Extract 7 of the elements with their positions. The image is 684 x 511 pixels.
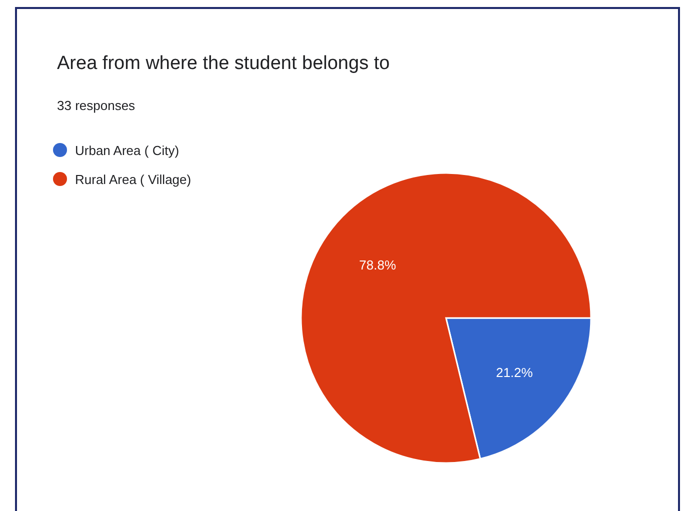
data-label: 21.2%	[496, 364, 534, 380]
chart-title: Area from where the student belongs to	[57, 53, 390, 74]
legend-label: Rural Area ( Village)	[75, 172, 192, 187]
chart-subtitle: 33 responses	[57, 98, 136, 113]
legend-label: Urban Area ( City)	[75, 143, 180, 158]
data-label: 78.8%	[359, 257, 396, 272]
pie-slice	[300, 172, 592, 464]
